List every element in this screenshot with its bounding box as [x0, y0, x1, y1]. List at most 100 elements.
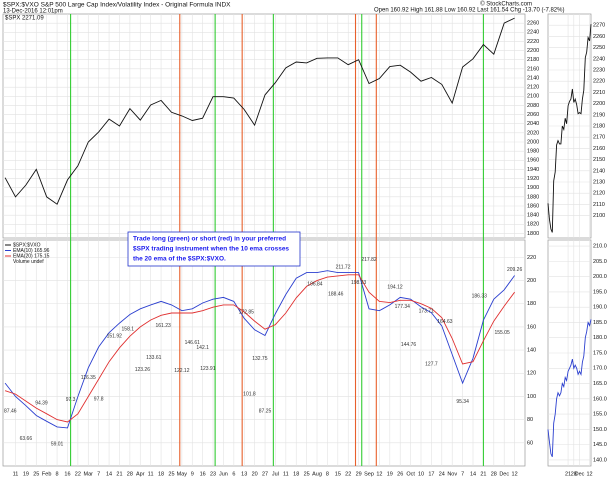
x-tick-label: 6	[232, 471, 235, 477]
y-tick-label: 180	[527, 301, 536, 307]
data-label: 59.01	[51, 441, 64, 447]
y-tick-label: 160	[527, 324, 536, 330]
x-tick-label: 16	[64, 471, 70, 477]
y-tick-label: 1860	[527, 203, 539, 209]
data-label: 146.61	[185, 340, 201, 346]
data-label: 142.1	[196, 345, 209, 351]
data-label: 173.71	[419, 308, 435, 314]
y-tick-label: 1880	[527, 194, 539, 200]
data-label: 87.46	[4, 408, 17, 414]
y-tick-label: 2270	[593, 23, 605, 29]
data-label: 123.26	[135, 367, 151, 373]
y-tick-label: 220	[527, 255, 536, 261]
y-tick-label: 155.0	[593, 412, 607, 418]
x-tick-label: Dec	[575, 471, 585, 477]
data-label: 186.33	[472, 294, 488, 300]
y-tick-label: 100	[527, 394, 536, 400]
y-tick-label: 120	[527, 371, 536, 377]
note-text: the 20 ema of the $SPX:$VXO.	[133, 256, 226, 263]
y-tick-label: 210.0	[593, 244, 607, 250]
y-tick-label: 140	[527, 348, 536, 354]
y-tick-label: 2120	[593, 191, 605, 197]
data-label: 164.63	[437, 319, 453, 325]
x-tick-label: 26	[397, 471, 403, 477]
y-tick-label: 200.0	[593, 274, 607, 280]
data-label: 196.84	[307, 282, 323, 288]
y-tick-label: 185.0	[593, 320, 607, 326]
x-tick-label: 28	[571, 471, 577, 477]
x-tick-label: 14	[470, 471, 476, 477]
x-tick-label: 11	[283, 471, 289, 477]
y-tick-label: 2260	[593, 34, 605, 40]
x-tick-label: 7	[461, 471, 464, 477]
x-tick-label: 24	[439, 471, 445, 477]
y-tick-label: 2100	[527, 94, 539, 100]
note-text: Trade long (green) or short (red) in you…	[133, 236, 286, 243]
y-tick-label: 1840	[527, 213, 539, 219]
x-tick-label: May	[177, 471, 188, 477]
y-tick-label: 180.0	[593, 335, 607, 341]
data-label: 211.72	[336, 264, 351, 270]
series-line	[4, 17, 515, 205]
y-tick-label: 2170	[593, 135, 605, 141]
y-tick-label: 1920	[527, 176, 539, 182]
data-label: 95.34	[456, 399, 469, 405]
y-tick-label: 1940	[527, 167, 539, 173]
x-tick-label: Nov	[447, 471, 457, 477]
data-label: 97.3	[66, 397, 76, 403]
legend-label: $SPX 2271.09	[5, 16, 44, 22]
x-tick-label: 11	[13, 471, 19, 477]
data-label: 217.82	[361, 257, 377, 263]
data-label: 123.91	[200, 366, 216, 372]
y-tick-label: 2130	[593, 179, 605, 185]
y-tick-label: 2180	[527, 57, 539, 63]
chart-date: 13-Dec-2016 12:01pm	[3, 9, 63, 15]
x-tick-label: 11	[148, 471, 154, 477]
x-tick-label: 22	[75, 471, 81, 477]
x-tick-label: 27	[262, 471, 268, 477]
data-label: 133.61	[146, 355, 162, 361]
y-tick-label: 60	[527, 440, 533, 446]
y-tick-label: 2220	[527, 39, 539, 45]
x-tick-label: Oct	[406, 471, 415, 477]
y-tick-label: 205.0	[593, 259, 607, 265]
data-label: 127.7	[425, 362, 438, 368]
legend-label: EMA(10) 165.96	[13, 248, 50, 254]
x-tick-label: 8	[326, 471, 329, 477]
legend-label: $SPX:$VXO	[13, 242, 41, 248]
y-tick-label: 2110	[593, 202, 605, 208]
x-tick-label: 21	[116, 471, 122, 477]
source: © StockCharts.com	[480, 1, 532, 8]
y-tick-label: 175.0	[593, 350, 607, 356]
x-tick-label: Feb	[42, 471, 51, 477]
data-label: 158.1	[122, 326, 135, 332]
y-tick-label: 2240	[593, 56, 605, 62]
data-label: 194.12	[387, 285, 403, 291]
data-label: 209.26	[507, 267, 523, 273]
data-label: 177.34	[395, 304, 411, 310]
data-label: 94.39	[35, 400, 48, 406]
y-tick-label: 195.0	[593, 289, 607, 295]
x-tick-label: Aug	[312, 471, 322, 477]
ohlc-info: Open 160.92 High 161.88 Low 160.92 Last …	[374, 8, 564, 14]
data-label: 155.05	[494, 330, 510, 336]
x-tick-label: 19	[23, 471, 29, 477]
data-label: 132.75	[252, 356, 268, 362]
y-tick-label: 2230	[593, 67, 605, 73]
note-box	[127, 231, 301, 267]
series-line	[4, 274, 515, 423]
panel	[2, 239, 526, 467]
y-tick-label: 160.0	[593, 396, 607, 402]
y-tick-label: 165.0	[593, 381, 607, 387]
x-tick-label: 9	[191, 471, 194, 477]
y-tick-label: 2140	[527, 75, 539, 81]
y-tick-label: 2250	[593, 45, 605, 51]
series-line	[547, 24, 592, 233]
data-label: 101.8	[243, 392, 256, 398]
x-tick-label: 25	[304, 471, 310, 477]
x-tick-label: 16	[200, 471, 206, 477]
y-tick-label: 2120	[527, 85, 539, 91]
y-tick-label: 80	[527, 417, 533, 423]
y-tick-label: 145.0	[593, 442, 607, 448]
